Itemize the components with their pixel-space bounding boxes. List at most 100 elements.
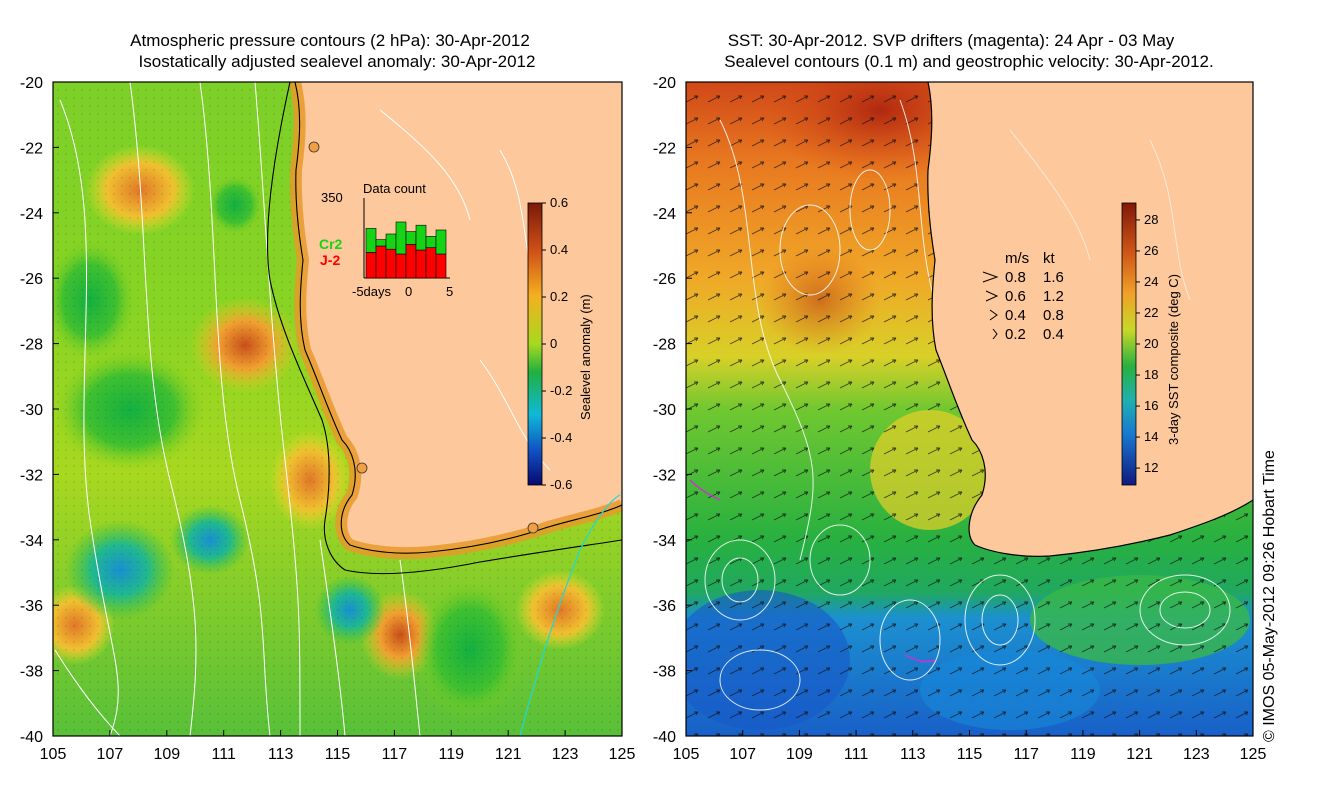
bar-j2: [425, 247, 437, 279]
y-tick-label: -24: [20, 206, 43, 223]
bar-j2: [385, 248, 397, 279]
colorbar-tick-label: -0.4: [550, 430, 572, 445]
x-tick-label: 125: [609, 746, 636, 763]
data-count-inset: Data count 350 Cr2 J-2 -5days 0 5: [319, 181, 453, 299]
velocity-kt-value: 1.2: [1043, 288, 1064, 305]
x-tick-label: 117: [382, 746, 408, 763]
y-tick-label: -22: [20, 140, 43, 157]
velocity-arrow-icon: [989, 309, 998, 321]
colorbar-tick-label: 0.6: [550, 195, 568, 210]
y-tick-label: -26: [20, 271, 43, 288]
y-tick-label: -28: [653, 337, 676, 354]
colorbar-tick-label: 0.4: [550, 242, 568, 257]
right-colorbar-label: 3-day SST composite (deg C): [1166, 274, 1181, 445]
bar-cr2: [375, 239, 387, 247]
left-colorbar-label: Sealevel anomaly (m): [578, 294, 593, 420]
x-tick-label: 123: [1183, 746, 1210, 763]
bar-cr2: [395, 221, 407, 255]
velocity-ms-value: 0.6: [1005, 288, 1026, 305]
x-tick-label: 109: [153, 746, 180, 763]
left-map: Atmospheric pressure contours (2 hPa): 3…: [20, 31, 636, 763]
velocity-arrow-icon: [982, 271, 999, 283]
x-tick-label: 111: [212, 746, 236, 763]
legend-cr2: Cr2: [319, 236, 343, 252]
left-sealevel-field: [53, 82, 622, 736]
x-tick-label: 115: [325, 746, 351, 763]
x-tick-label: 107: [729, 746, 756, 763]
left-title-line2: Isostatically adjusted sealevel anomaly:…: [139, 52, 536, 71]
bar-cr2: [435, 229, 447, 255]
colorbar-tick-label: 28: [1144, 212, 1158, 227]
colorbar-tick-label: 12: [1144, 460, 1158, 475]
y-tick-label: -40: [653, 729, 676, 746]
colorbar-tick-label: 24: [1144, 274, 1158, 289]
bar-cr2: [415, 224, 427, 251]
right-colorbar: 28 26 24 22 20 18 16 14 12 3-day SST composite (…: [1121, 202, 1181, 486]
x-tick-label: 121: [495, 746, 522, 763]
y-tick-label: -30: [20, 402, 43, 419]
y-tick-label: -38: [653, 664, 676, 681]
y-tick-label: -36: [653, 598, 676, 615]
y-tick-label: -38: [20, 664, 43, 681]
x-tick-label: 111: [844, 746, 868, 763]
y-tick-label: -32: [20, 467, 43, 484]
imos-credit: © IMOS 05-May-2012 09:26 Hobart Time: [1261, 450, 1278, 742]
x-tick-label: 107: [97, 746, 124, 763]
bar-cr2: [405, 231, 417, 245]
bar-cr2: [425, 236, 437, 248]
x-tick-label: 105: [673, 746, 700, 763]
bar-j2: [415, 249, 427, 279]
data-count-x-right: 5: [446, 284, 453, 299]
bar-j2: [365, 252, 377, 279]
velocity-arrow-icon: [992, 328, 998, 340]
data-count-max: 350: [321, 190, 343, 205]
bar-j2: [395, 253, 407, 279]
y-tick-label: -30: [653, 402, 676, 419]
y-tick-label: -40: [20, 729, 43, 746]
colorbar-tick-label: 0.2: [550, 289, 568, 304]
colorbar-tick-label: 22: [1144, 305, 1158, 320]
x-tick-label: 113: [268, 746, 294, 763]
left-colorbar: 0.6 0.4 0.2 0 -0.2 -0.4 -0.6 Sealevel anomaly …: [527, 195, 593, 492]
bar-cr2: [365, 228, 377, 253]
left-y-axis: -20 -22 -24 -26 -28 -30 -32 -34 -36 -38 -40: [20, 75, 59, 746]
colorbar-tick-label: 16: [1144, 398, 1158, 413]
y-tick-label: -32: [653, 467, 676, 484]
velocity-arrow-icon: [985, 290, 999, 302]
left-x-axis: 105 107 109 111 113 115 117 119 121 123 125: [40, 730, 636, 763]
colorbar-tick-label: 26: [1144, 243, 1158, 258]
y-tick-label: -36: [20, 598, 43, 615]
right-title-line2: Sealevel contours (0.1 m) and geostrophi…: [724, 52, 1213, 71]
x-tick-label: 119: [1070, 746, 1096, 763]
right-title-line1: SST: 30-Apr-2012. SVP drifters (magenta)…: [728, 31, 1175, 50]
data-count-bars: [365, 221, 447, 279]
colorbar-tick-label: 18: [1144, 367, 1158, 382]
x-tick-label: 121: [1126, 746, 1153, 763]
velocity-legend-kt-header: kt: [1043, 250, 1056, 267]
x-tick-label: 119: [439, 746, 465, 763]
data-count-title: Data count: [363, 181, 426, 196]
colorbar-tick-label: -0.2: [550, 383, 572, 398]
right-sst-field: [686, 82, 1253, 736]
data-count-x-left: -5days: [352, 284, 392, 299]
data-count-x-mid: 0: [405, 284, 412, 299]
colorbar-tick-label: -0.6: [550, 477, 572, 492]
velocity-kt-value: 1.6: [1043, 269, 1064, 286]
x-tick-label: 113: [900, 746, 926, 763]
right-x-axis: 105 107 109 111 113 115 117 119 121 123 125: [673, 730, 1267, 763]
velocity-kt-value: 0.4: [1043, 326, 1064, 343]
y-tick-label: -22: [653, 140, 676, 157]
x-tick-label: 105: [40, 746, 67, 763]
x-tick-label: 125: [1240, 746, 1267, 763]
left-title-line1: Atmospheric pressure contours (2 hPa): 3…: [130, 31, 530, 50]
x-tick-label: 117: [1013, 746, 1039, 763]
velocity-ms-value: 0.4: [1005, 307, 1026, 324]
velocity-kt-value: 0.8: [1043, 307, 1064, 324]
velocity-legend: m/s kt 0.8 1.6 0.6 1.2 0.4 0.8 0.2 0.4: [982, 250, 1064, 343]
y-tick-label: -26: [653, 271, 676, 288]
velocity-ms-value: 0.8: [1005, 269, 1026, 286]
colorbar-tick-label: 14: [1144, 429, 1158, 444]
y-tick-label: -34: [20, 533, 43, 550]
y-tick-label: -20: [20, 75, 43, 92]
bar-cr2: [385, 233, 397, 250]
